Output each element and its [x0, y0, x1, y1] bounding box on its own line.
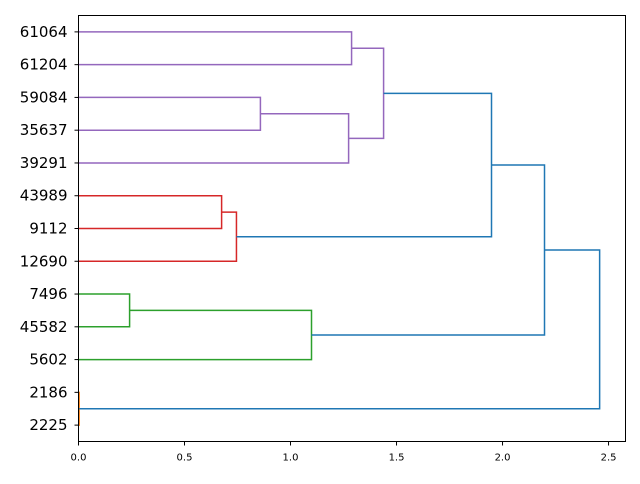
dendrogram-link — [78, 31, 353, 66]
x-tick-label: 0.0 — [71, 453, 87, 464]
dendrogram-link — [348, 47, 385, 140]
leaf-label: 9112 — [29, 220, 67, 238]
y-axis-leaf-labels: 61064 61204 59084 35637 39291 43989 9112 12690 7… — [20, 23, 79, 434]
leaf-label: 59084 — [20, 88, 68, 106]
dendrogram-link — [79, 249, 601, 410]
leaf-label: 61064 — [20, 23, 68, 41]
x-tick-label: 2.5 — [601, 453, 617, 464]
dendrogram-link — [78, 211, 238, 263]
leaf-label: 2225 — [29, 416, 67, 434]
dendrogram-links — [78, 31, 601, 426]
dendrogram-link — [78, 113, 350, 164]
leaf-label: 43989 — [20, 187, 68, 205]
leaf-label: 61204 — [20, 56, 68, 74]
dendrogram-link — [78, 194, 223, 230]
dendrogram-link — [78, 309, 313, 361]
leaf-label: 2186 — [29, 383, 67, 401]
x-axis: 0.0 0.5 1.0 1.5 2.0 2.5 — [71, 441, 617, 464]
leaf-label: 45582 — [20, 318, 68, 336]
dendrogram-link — [78, 96, 262, 131]
leaf-label: 39291 — [20, 154, 68, 172]
x-tick-label: 1.0 — [283, 453, 299, 464]
dendrogram-link — [78, 293, 131, 328]
dendrogram-link — [311, 164, 546, 336]
leaf-label: 5602 — [29, 351, 67, 369]
leaf-label: 12690 — [20, 252, 68, 270]
x-tick-label: 1.5 — [389, 453, 405, 464]
leaf-label: 35637 — [20, 121, 68, 139]
leaf-label: 7496 — [29, 285, 67, 303]
dendrogram-link — [236, 92, 493, 238]
x-tick-label: 2.0 — [495, 453, 511, 464]
x-tick-label: 0.5 — [177, 453, 193, 464]
